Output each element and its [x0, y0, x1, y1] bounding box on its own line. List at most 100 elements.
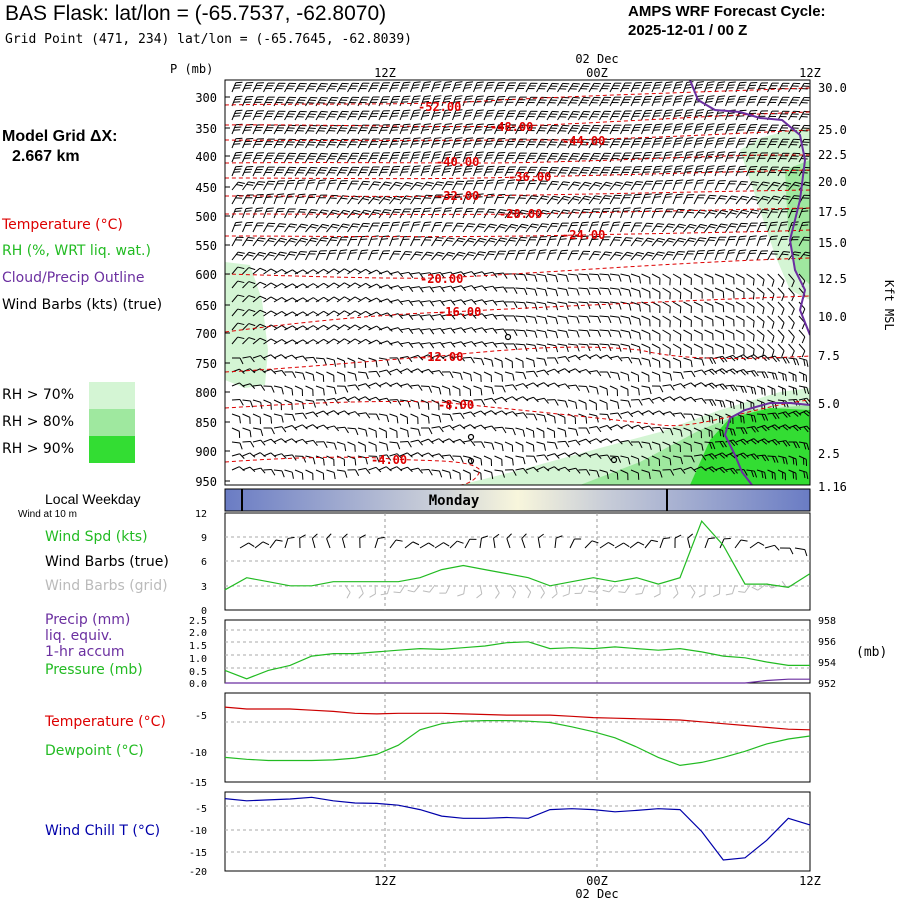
wind-barb [536, 96, 549, 107]
wind-barb [284, 138, 297, 149]
wind-barb [620, 411, 634, 418]
wind-barb [399, 137, 411, 149]
wind-barbs-layer [231, 81, 810, 481]
wind-barb [641, 329, 651, 341]
wind-barb [515, 329, 528, 338]
wind-barb [347, 324, 362, 331]
wind-barb [368, 209, 382, 219]
wind-barb [662, 179, 674, 191]
wind-barb [609, 221, 621, 233]
wind-barb [788, 357, 800, 366]
wind-barb [336, 441, 347, 452]
wind-barb [452, 385, 461, 397]
precip-tick-label: 2.0 [189, 628, 207, 639]
wind-barb [504, 329, 518, 337]
wind-barb [378, 250, 390, 261]
wind-barb [662, 273, 671, 286]
wind-barb [525, 273, 538, 282]
wind-barb [368, 357, 378, 368]
wind-barb [336, 82, 349, 93]
wind-barb [525, 370, 538, 378]
calm-markers [467, 333, 618, 465]
wind-barb [242, 124, 254, 135]
wind-barb [662, 427, 674, 436]
wind-barb [704, 329, 714, 341]
wind-barb [368, 466, 382, 473]
wind-barb [620, 181, 634, 191]
wind-barb [273, 369, 287, 377]
wind-barb [378, 152, 390, 163]
wind-barb [305, 250, 317, 261]
wind-barb [315, 223, 330, 233]
wind-barb [578, 469, 591, 476]
wind-barb [756, 82, 769, 93]
wind-barb [231, 441, 243, 450]
wind-barb [284, 251, 297, 261]
wind-barb [630, 385, 640, 396]
wind-barb [620, 424, 634, 430]
wind-barb [231, 123, 243, 135]
wind-barb [567, 82, 580, 93]
wind-barb [714, 383, 728, 390]
wind-barb [231, 322, 245, 331]
wind-barb [284, 425, 298, 431]
wind-barb [641, 441, 652, 450]
wind-barb [494, 441, 504, 452]
wind-barb [567, 329, 580, 338]
wind-barb [704, 466, 718, 473]
wind-barb [599, 438, 613, 444]
windchill-tick-label: -20 [189, 867, 207, 878]
wind-barb [725, 236, 737, 247]
wind-barb [410, 151, 421, 163]
wind-barb [662, 208, 674, 219]
wind-barb [493, 533, 500, 549]
wind-barb [473, 357, 485, 366]
wind-barb [315, 469, 325, 480]
wind-barb [756, 287, 765, 301]
wind-barb [798, 410, 810, 417]
wind-barb [452, 81, 463, 93]
isotherm-label: -4.00 [371, 453, 407, 467]
wind-barb [641, 357, 651, 367]
wind-barb [777, 343, 785, 358]
wind-barb [368, 427, 378, 438]
wind-barb [735, 180, 748, 191]
wind-barb [305, 424, 319, 430]
wind-barb [263, 310, 278, 317]
wind-barb [452, 327, 467, 334]
wind-barb [756, 273, 765, 287]
wind-barb [562, 584, 571, 597]
wind-barb [294, 166, 307, 177]
wind-barb [599, 469, 609, 479]
wind-barb [599, 413, 611, 421]
wind-barb [294, 438, 308, 445]
wind-barb [252, 251, 267, 261]
wind-barb [714, 209, 729, 219]
wind-barb [578, 195, 592, 205]
wind-barb [326, 268, 341, 275]
wind-barb [725, 249, 736, 261]
wind-barb [746, 315, 755, 328]
wind-barb [263, 338, 278, 345]
wind-barb [693, 273, 703, 285]
wind-barb [798, 96, 810, 107]
wind-barb [777, 469, 786, 481]
wind-barb [525, 315, 538, 324]
wind-barb [504, 110, 516, 121]
wind-barb [578, 124, 591, 135]
wind-barb [399, 427, 410, 438]
wind-barb [452, 355, 466, 362]
wind-barb [294, 371, 306, 380]
wind-barb [683, 301, 692, 314]
wind-barb [536, 138, 549, 149]
wind-barb [504, 96, 516, 107]
wind-barb [378, 454, 392, 461]
wind-barb [294, 223, 308, 233]
wind-barb [651, 410, 665, 416]
wind-barb [746, 413, 757, 423]
wind-barb [273, 193, 285, 205]
wind-barb [798, 441, 810, 450]
wind-barb [431, 123, 442, 135]
wind-barb [420, 413, 430, 424]
wind-barb [483, 371, 492, 383]
